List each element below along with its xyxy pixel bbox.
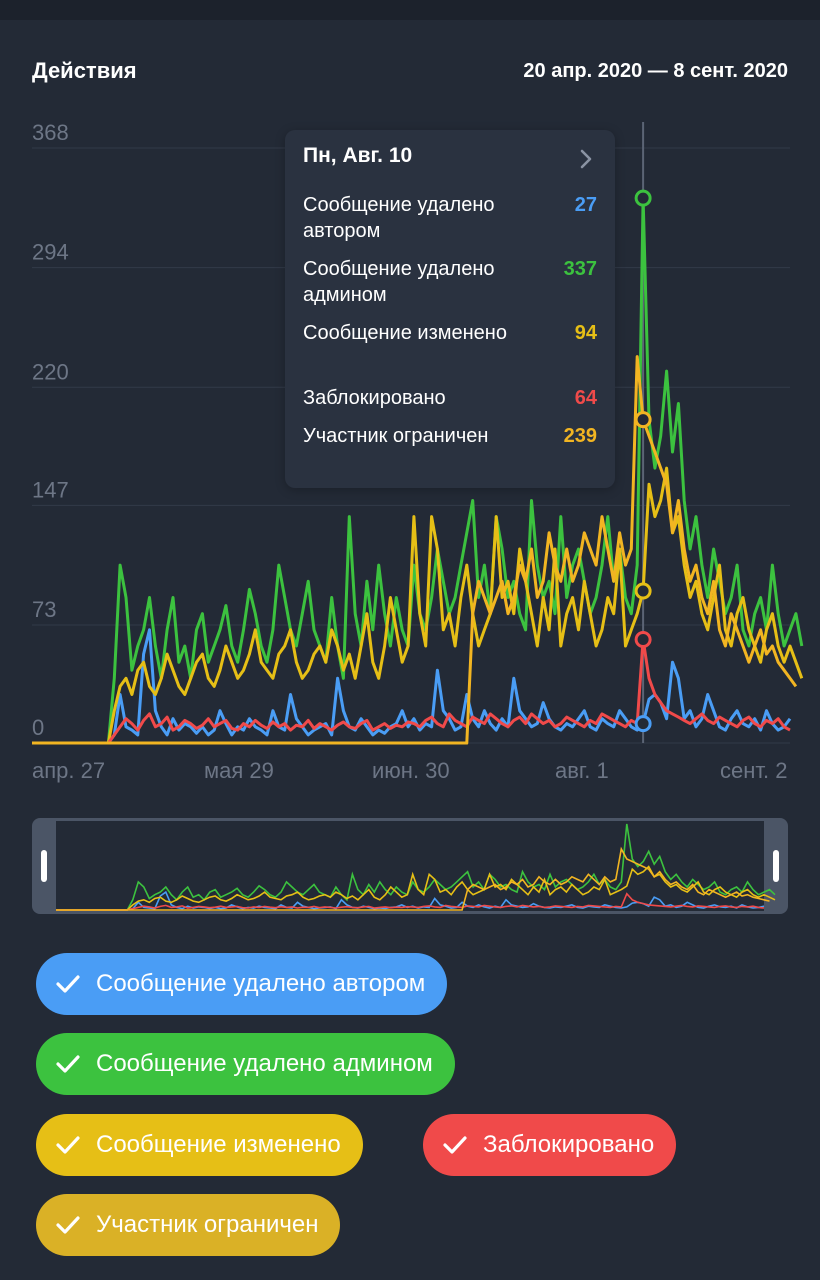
legend-toggle-blocked[interactable]: Заблокировано — [423, 1114, 677, 1176]
tooltip-date: Пн, Авг. 10 — [303, 144, 413, 167]
check-icon — [443, 1136, 467, 1154]
check-icon — [56, 1216, 80, 1234]
legend-toggle-admin-deleted[interactable]: Сообщение удалено админом — [36, 1033, 455, 1095]
y-tick-label: 0 — [32, 715, 44, 740]
line-chart[interactable]: 368 294 220 147 73 0 апр. 27 мая 29 июн. 30 авг. … — [0, 110, 820, 790]
tooltip-row-value: 94 — [574, 322, 597, 344]
navigator-left-handle[interactable] — [41, 850, 47, 882]
legend-toggle-author-deleted[interactable]: Сообщение удалено автором — [36, 953, 448, 1015]
tooltip[interactable]: Пн, Авг. 10 Сообщение удалено автором 27… — [285, 130, 615, 488]
tooltip-row-blocked: Заблокировано 64 — [303, 385, 597, 411]
legend-label: Сообщение удалено автором — [96, 970, 426, 997]
tooltip-row-value: 64 — [574, 387, 597, 409]
y-tick-label: 73 — [32, 597, 56, 622]
navigator-series-line — [56, 823, 776, 911]
legend-label: Участник ограничен — [96, 1211, 319, 1238]
tooltip-row-edited: Сообщение изменено 94 — [303, 320, 597, 346]
x-tick-label: авг. 1 — [555, 758, 609, 783]
top-strip — [0, 0, 820, 20]
y-tick-label: 147 — [32, 477, 69, 502]
tooltip-row-admin-deleted: Сообщение удалено админом 337 — [303, 256, 597, 308]
tooltip-row-restricted: Участник ограничен 239 — [303, 423, 597, 449]
page-title: Действия — [32, 58, 137, 83]
series-marker — [634, 411, 652, 429]
chevron-right-icon[interactable] — [577, 148, 595, 170]
tooltip-row-label: Сообщение изменено — [303, 322, 507, 344]
series-marker — [634, 715, 652, 733]
series-line — [32, 628, 792, 745]
navigator-right-handle[interactable] — [773, 850, 779, 882]
x-tick-label: сент. 2 — [720, 758, 787, 783]
tooltip-row-value: 27 — [574, 194, 597, 216]
tooltip-row-value: 239 — [563, 425, 597, 447]
legend-label: Заблокировано — [483, 1131, 655, 1158]
series-marker — [634, 189, 652, 207]
check-icon — [56, 1055, 80, 1073]
x-tick-label: мая 29 — [204, 758, 274, 783]
date-range[interactable]: 20 апр. 2020 — 8 сент. 2020 — [523, 60, 788, 82]
series-marker — [634, 582, 652, 600]
x-tick-label: июн. 30 — [372, 758, 450, 783]
y-tick-label: 368 — [32, 120, 69, 145]
legend-label: Сообщение удалено админом — [96, 1050, 433, 1077]
x-tick-label: апр. 27 — [32, 758, 105, 783]
range-navigator[interactable] — [32, 818, 788, 914]
y-tick-label: 220 — [32, 359, 69, 384]
tooltip-row-label: Заблокировано — [303, 387, 446, 409]
legend-label: Сообщение изменено — [96, 1131, 341, 1158]
navigator-window — [56, 821, 764, 911]
series-line — [32, 355, 798, 745]
y-tick-label: 294 — [32, 240, 69, 265]
tooltip-row-author-deleted: Сообщение удалено автором 27 — [303, 192, 597, 244]
tooltip-row-label: Участник ограничен — [303, 425, 489, 447]
navigator-series-line — [56, 846, 770, 911]
navigator-series-line — [56, 892, 765, 911]
check-icon — [56, 975, 80, 993]
legend-toggle-edited[interactable]: Сообщение изменено — [36, 1114, 363, 1176]
series-marker — [634, 631, 652, 649]
tooltip-row-value: 337 — [563, 258, 597, 280]
check-icon — [56, 1136, 80, 1154]
tooltip-row-label: Сообщение удалено админом — [303, 258, 495, 306]
series-line — [32, 638, 791, 745]
legend-toggle-restricted[interactable]: Участник ограничен — [36, 1194, 341, 1256]
tooltip-row-label: Сообщение удалено автором — [303, 194, 495, 242]
